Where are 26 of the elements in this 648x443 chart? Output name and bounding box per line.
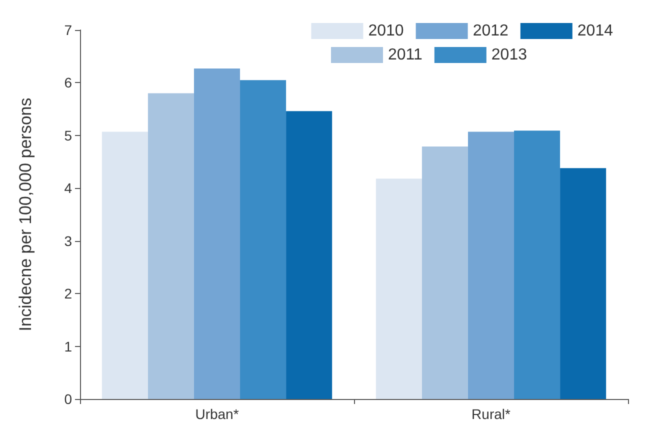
y-tick-label: 7	[64, 22, 72, 38]
x-tick-label: Urban*	[195, 406, 240, 422]
legend-label: 2013	[491, 46, 528, 64]
y-tick-label: 1	[64, 338, 72, 354]
y-tick-label: 3	[64, 232, 72, 249]
x-tick-label: Rural*	[472, 406, 511, 422]
bar	[194, 68, 240, 399]
y-tick-label: 4	[64, 180, 72, 196]
y-tick-label: 0	[64, 391, 72, 407]
bar	[102, 132, 148, 399]
bar	[560, 168, 606, 399]
bar	[376, 178, 422, 399]
bar	[422, 146, 468, 399]
bar	[148, 93, 194, 399]
legend-label: 2012	[472, 22, 509, 40]
bar	[514, 130, 560, 399]
legend-label: 2010	[368, 22, 404, 40]
y-axis-title: Incidecne per 100,000 persons	[16, 98, 35, 332]
y-tick-label: 6	[64, 74, 72, 91]
y-tick-label: 5	[64, 127, 72, 144]
bar	[468, 132, 514, 399]
bar	[286, 111, 332, 399]
y-tick-label: 2	[64, 286, 72, 302]
bar	[240, 80, 286, 399]
legend-label: 2011	[388, 46, 423, 64]
legend-label: 2014	[577, 22, 614, 40]
